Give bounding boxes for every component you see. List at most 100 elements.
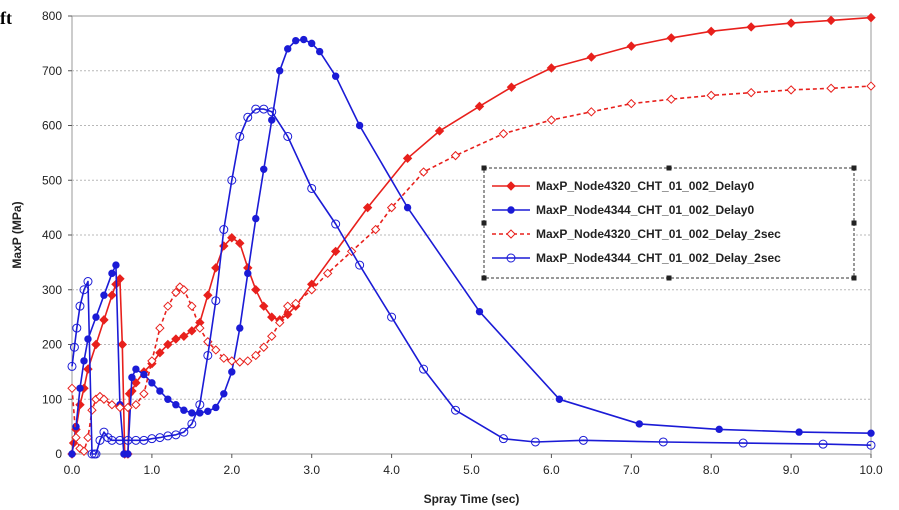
data-point — [386, 202, 397, 213]
data-point — [187, 419, 197, 429]
data-point — [83, 277, 93, 287]
data-point — [219, 225, 229, 235]
data-point — [212, 403, 220, 412]
data-point — [555, 395, 564, 403]
corner-text: ft — [0, 8, 12, 28]
data-point — [203, 350, 213, 360]
data-point — [187, 326, 197, 336]
x-tick-label: 10.0 — [859, 463, 883, 477]
data-point — [530, 437, 540, 447]
data-point — [107, 290, 117, 300]
data-point — [355, 260, 365, 270]
data-point — [148, 379, 156, 387]
data-point — [330, 246, 341, 257]
legend-marker — [506, 253, 516, 263]
legend-label: MaxP_Node4344_CHT_01_002_Delay_2sec — [536, 251, 781, 265]
data-point — [786, 18, 796, 28]
legend-label: MaxP_Node4344_CHT_01_002_Delay0 — [536, 203, 754, 217]
data-point — [418, 167, 429, 177]
data-point — [91, 449, 101, 459]
data-point — [370, 224, 381, 235]
data-point — [79, 285, 89, 295]
data-point — [139, 389, 149, 399]
legend-handle — [481, 220, 487, 226]
data-point — [164, 395, 172, 403]
data-point — [267, 107, 277, 117]
data-point — [195, 400, 205, 410]
x-tick-label: 8.0 — [703, 463, 720, 477]
y-tick-label: 400 — [42, 228, 62, 242]
data-point — [236, 324, 244, 332]
data-point — [434, 126, 445, 136]
legend-handle — [851, 275, 857, 281]
data-point — [220, 390, 228, 398]
legend: MaxP_Node4320_CHT_01_002_Delay0 MaxP_Node… — [481, 165, 857, 281]
data-point — [658, 437, 668, 447]
data-point — [124, 450, 132, 458]
data-point — [117, 339, 128, 350]
data-point — [546, 115, 557, 125]
data-point — [267, 331, 277, 341]
data-point — [172, 401, 180, 409]
data-point — [195, 323, 205, 333]
x-tick-label: 9.0 — [783, 463, 800, 477]
data-point — [211, 296, 221, 306]
data-point — [866, 440, 876, 450]
legend-marker — [507, 206, 515, 214]
data-point — [171, 334, 181, 344]
data-point — [72, 422, 80, 431]
y-tick-label: 600 — [42, 119, 62, 133]
data-point — [506, 82, 517, 92]
legend-handle — [666, 275, 672, 281]
data-point — [228, 368, 236, 376]
data-point — [227, 233, 237, 243]
y-tick-label: 700 — [42, 64, 62, 78]
data-point — [68, 450, 76, 458]
data-point — [586, 52, 597, 62]
data-point — [403, 203, 412, 212]
data-point — [243, 356, 253, 366]
data-point — [67, 361, 77, 371]
data-point — [746, 22, 756, 32]
data-point — [275, 317, 285, 328]
data-point — [112, 261, 120, 269]
series-line — [71, 38, 872, 455]
data-point — [252, 214, 260, 223]
data-point — [87, 405, 97, 415]
legend-label: MaxP_Node4320_CHT_01_002_Delay_2sec — [536, 227, 781, 241]
y-tick-label: 0 — [55, 447, 62, 461]
data-point — [179, 285, 189, 295]
data-point — [140, 370, 148, 379]
x-tick-label: 2.0 — [223, 463, 240, 477]
data-point — [128, 373, 136, 382]
data-point — [315, 47, 324, 56]
data-point — [795, 428, 803, 436]
data-point — [244, 269, 252, 278]
data-point — [91, 339, 101, 350]
data-point — [306, 285, 317, 295]
data-point — [92, 313, 100, 321]
data-point — [451, 405, 461, 415]
data-point — [284, 45, 292, 53]
data-point — [402, 153, 413, 164]
x-tick-label: 4.0 — [383, 463, 400, 477]
data-point — [163, 339, 173, 350]
data-point — [578, 435, 588, 445]
data-point — [107, 400, 117, 410]
data-point — [123, 402, 133, 413]
data-point — [450, 150, 461, 161]
data-point — [276, 67, 284, 75]
legend-handle — [851, 220, 857, 226]
data-point — [387, 312, 397, 322]
data-point — [99, 315, 109, 325]
data-point — [498, 129, 509, 139]
data-point — [131, 400, 141, 410]
data-point — [99, 394, 109, 404]
data-point — [76, 384, 84, 392]
data-point — [71, 432, 81, 443]
data-point — [108, 269, 116, 278]
series-2 — [68, 35, 875, 458]
data-point — [204, 407, 212, 415]
y-tick-label: 500 — [42, 173, 62, 187]
data-point — [72, 323, 82, 333]
